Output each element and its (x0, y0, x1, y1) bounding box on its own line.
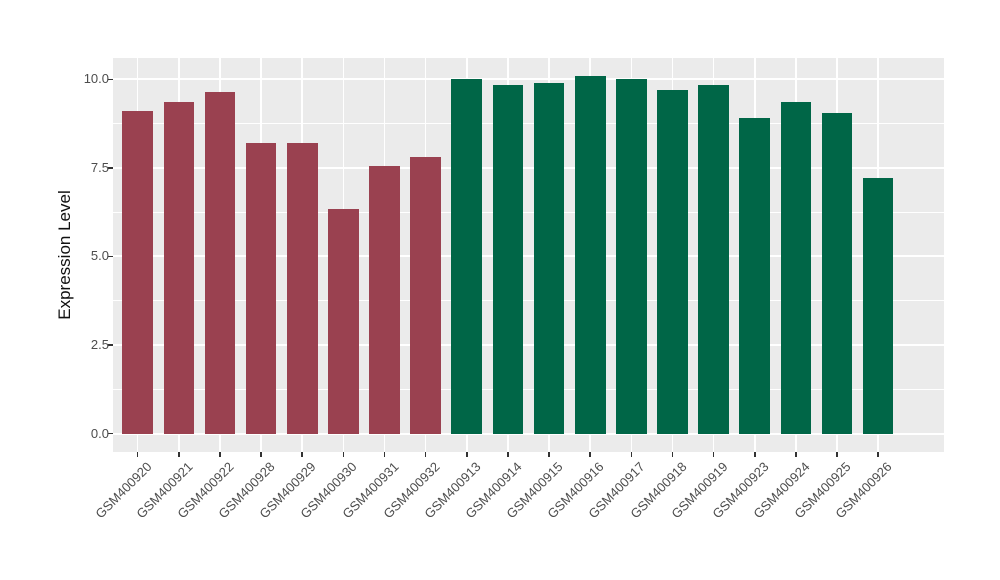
bar (821, 112, 853, 434)
gridline-minor-horizontal (113, 211, 944, 213)
y-axis-tick (108, 78, 113, 80)
x-axis-tick (136, 452, 139, 457)
gridline-major-horizontal (113, 255, 944, 258)
bar (286, 143, 318, 434)
y-tick-label: 10.0 (83, 71, 109, 87)
x-axis-tick (630, 452, 633, 457)
x-axis-tick (548, 452, 550, 457)
y-axis-tick (108, 432, 113, 435)
x-axis-tick (301, 452, 303, 457)
gridline-minor-horizontal (113, 388, 944, 390)
x-axis-tick (671, 452, 674, 457)
y-tick-label: 7.5 (90, 159, 109, 175)
gridline-major-horizontal (113, 432, 944, 435)
gridline-minor-horizontal (113, 123, 944, 125)
bar (163, 102, 195, 434)
bar (739, 118, 771, 434)
bar (574, 75, 606, 434)
gridline-minor-horizontal (113, 300, 944, 302)
y-axis-tick (108, 344, 113, 346)
bar (616, 79, 647, 434)
x-axis-tick (877, 452, 879, 457)
plot-panel (113, 58, 944, 452)
bar (862, 178, 894, 434)
gridline-major-horizontal (113, 166, 944, 169)
bar (369, 166, 400, 434)
x-axis-tick (219, 452, 221, 457)
gridline-major-horizontal (113, 78, 944, 81)
x-axis-tick (342, 452, 345, 457)
bar (245, 143, 277, 434)
bar (492, 84, 524, 434)
bar (328, 208, 359, 434)
y-tick-label: 5.0 (90, 248, 109, 264)
bar (410, 157, 441, 434)
bar (122, 111, 153, 434)
x-axis-tick (712, 452, 715, 457)
bar (204, 91, 236, 434)
bar (451, 79, 483, 434)
x-axis-tick (260, 452, 262, 457)
y-axis-tick (108, 255, 113, 258)
x-axis-tick (466, 452, 468, 457)
x-axis-tick (507, 452, 509, 457)
bar (533, 82, 565, 434)
bar (698, 84, 729, 434)
y-axis-tick (108, 167, 113, 169)
bar (780, 102, 812, 434)
x-axis-tick (424, 452, 427, 457)
x-axis-tick (754, 452, 756, 457)
bar (657, 89, 688, 434)
y-tick-label: 2.5 (90, 336, 109, 352)
x-axis-tick (795, 452, 797, 457)
x-axis-tick (383, 452, 386, 457)
x-axis-tick (589, 452, 591, 457)
y-tick-label: 0.0 (90, 425, 109, 441)
gridline-major-horizontal (113, 343, 944, 346)
x-axis-tick (836, 452, 838, 457)
x-axis-tick (178, 452, 180, 457)
